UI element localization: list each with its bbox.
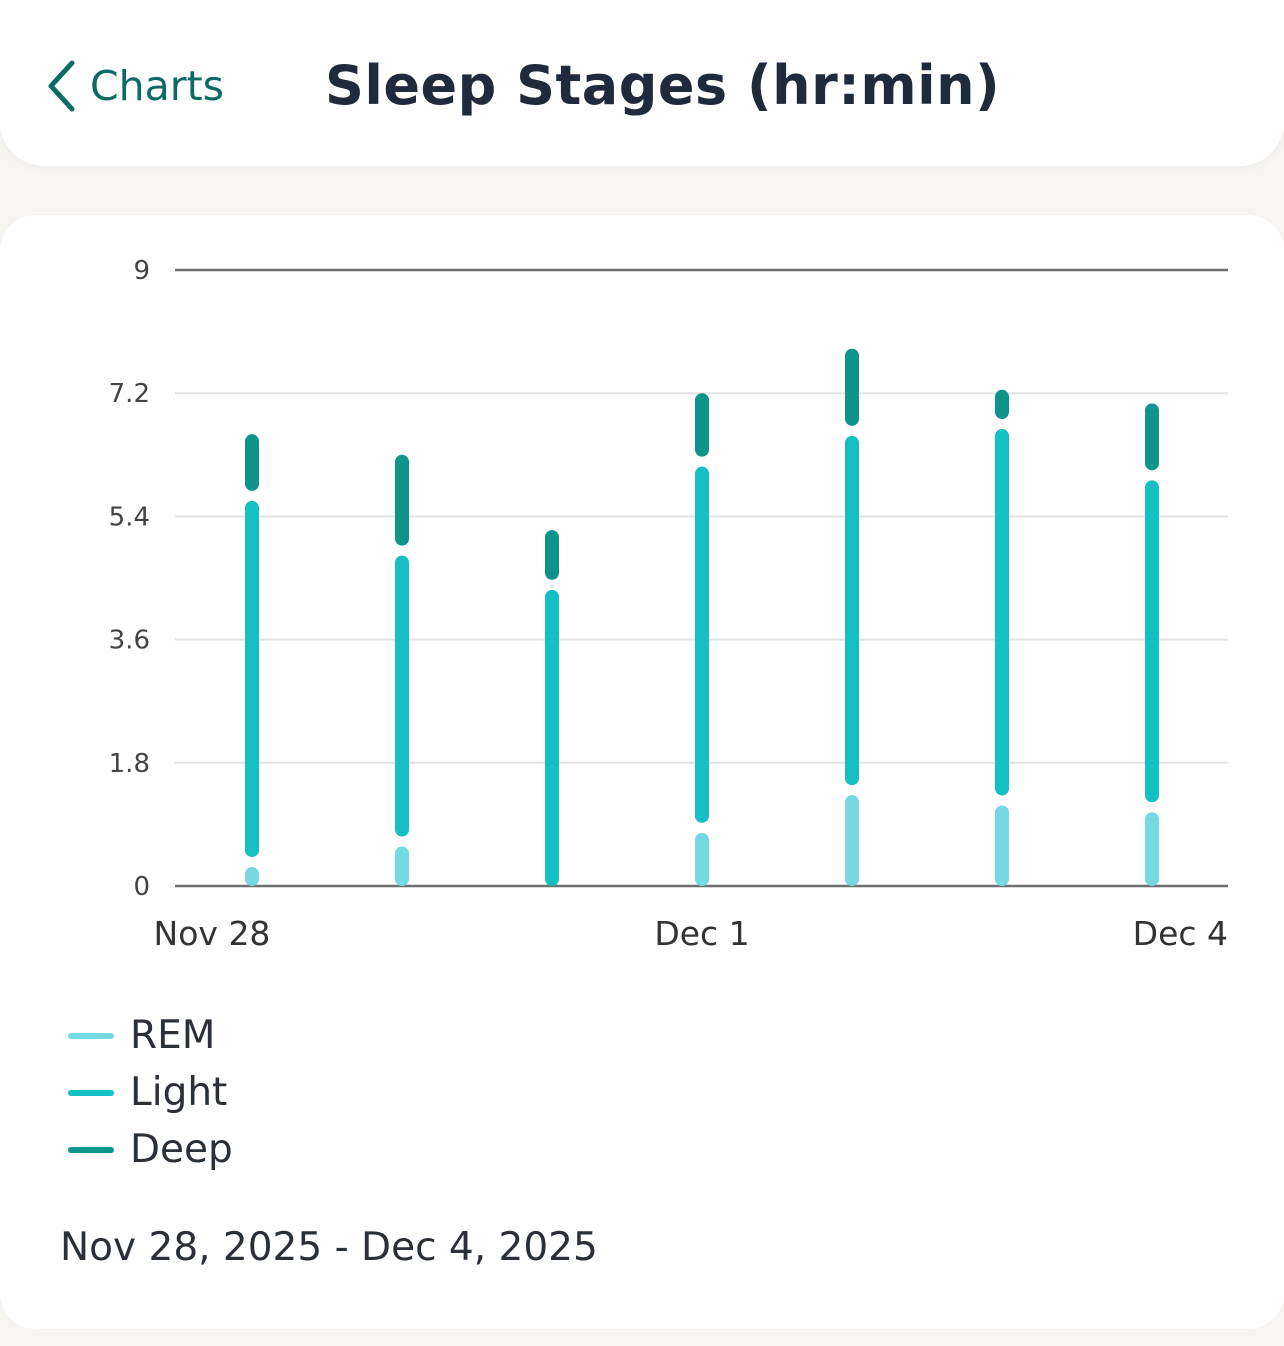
bar-light-0	[245, 500, 259, 858]
bar-deep-1	[395, 454, 409, 546]
back-label: Charts	[90, 62, 225, 110]
y-tick-label-2: 3.6	[109, 626, 150, 656]
bar-light-2	[545, 589, 559, 886]
date-range: Nov 28, 2025 - Dec 4, 2025	[60, 1225, 598, 1270]
legend-item-light: Light	[68, 1064, 233, 1121]
header: Charts Sleep Stages (hr:min)	[0, 0, 1284, 166]
bar-deep-4	[845, 348, 859, 426]
legend-swatch-deep	[68, 1146, 114, 1153]
legend-label-light: Light	[130, 1070, 228, 1115]
back-button[interactable]: Charts	[46, 56, 224, 116]
x-tick-label-1: Dec 1	[654, 914, 749, 953]
bar-light-6	[1145, 480, 1159, 803]
bar-rem-0	[245, 867, 259, 886]
bar-deep-0	[245, 434, 259, 491]
bar-rem-6	[1145, 812, 1159, 886]
bar-light-4	[845, 435, 859, 786]
y-tick-label-3: 5.4	[109, 502, 150, 532]
page-title: Sleep Stages (hr:min)	[325, 54, 1001, 117]
legend-swatch-light	[68, 1089, 114, 1096]
bar-deep-3	[695, 393, 709, 457]
bar-rem-1	[395, 846, 409, 886]
bar-light-5	[995, 429, 1009, 796]
y-tick-label-1: 1.8	[109, 749, 150, 779]
x-tick-label-2: Dec 4	[1133, 914, 1228, 953]
y-tick-label-4: 7.2	[109, 379, 150, 409]
legend-item-deep: Deep	[68, 1121, 233, 1178]
legend-label-rem: REM	[130, 1013, 216, 1058]
bar-deep-6	[1145, 403, 1159, 471]
legend-label-deep: Deep	[130, 1127, 233, 1172]
chart-card: 0 1.8 3.6 5.4 7.2 9 Nov 28 Dec 1 Dec 4 REM Light…	[0, 215, 1284, 1329]
bar-deep-5	[995, 389, 1009, 419]
bar-rem-5	[995, 805, 1009, 886]
bar-deep-2	[545, 530, 559, 580]
legend-item-rem: REM	[68, 1007, 233, 1064]
chevron-left-icon	[46, 59, 76, 113]
x-tick-label-0: Nov 28	[154, 914, 271, 953]
legend: REM Light Deep	[68, 1007, 233, 1178]
y-tick-label-0: 0	[133, 872, 150, 902]
sleep-stages-chart: 0 1.8 3.6 5.4 7.2 9 Nov 28 Dec 1 Dec 4	[109, 256, 1228, 953]
bar-rem-4	[845, 795, 859, 886]
legend-swatch-rem	[68, 1032, 114, 1039]
bar-light-3	[695, 466, 709, 823]
y-tick-label-5: 9	[133, 256, 150, 286]
bar-rem-3	[695, 832, 709, 886]
bar-light-1	[395, 555, 409, 837]
